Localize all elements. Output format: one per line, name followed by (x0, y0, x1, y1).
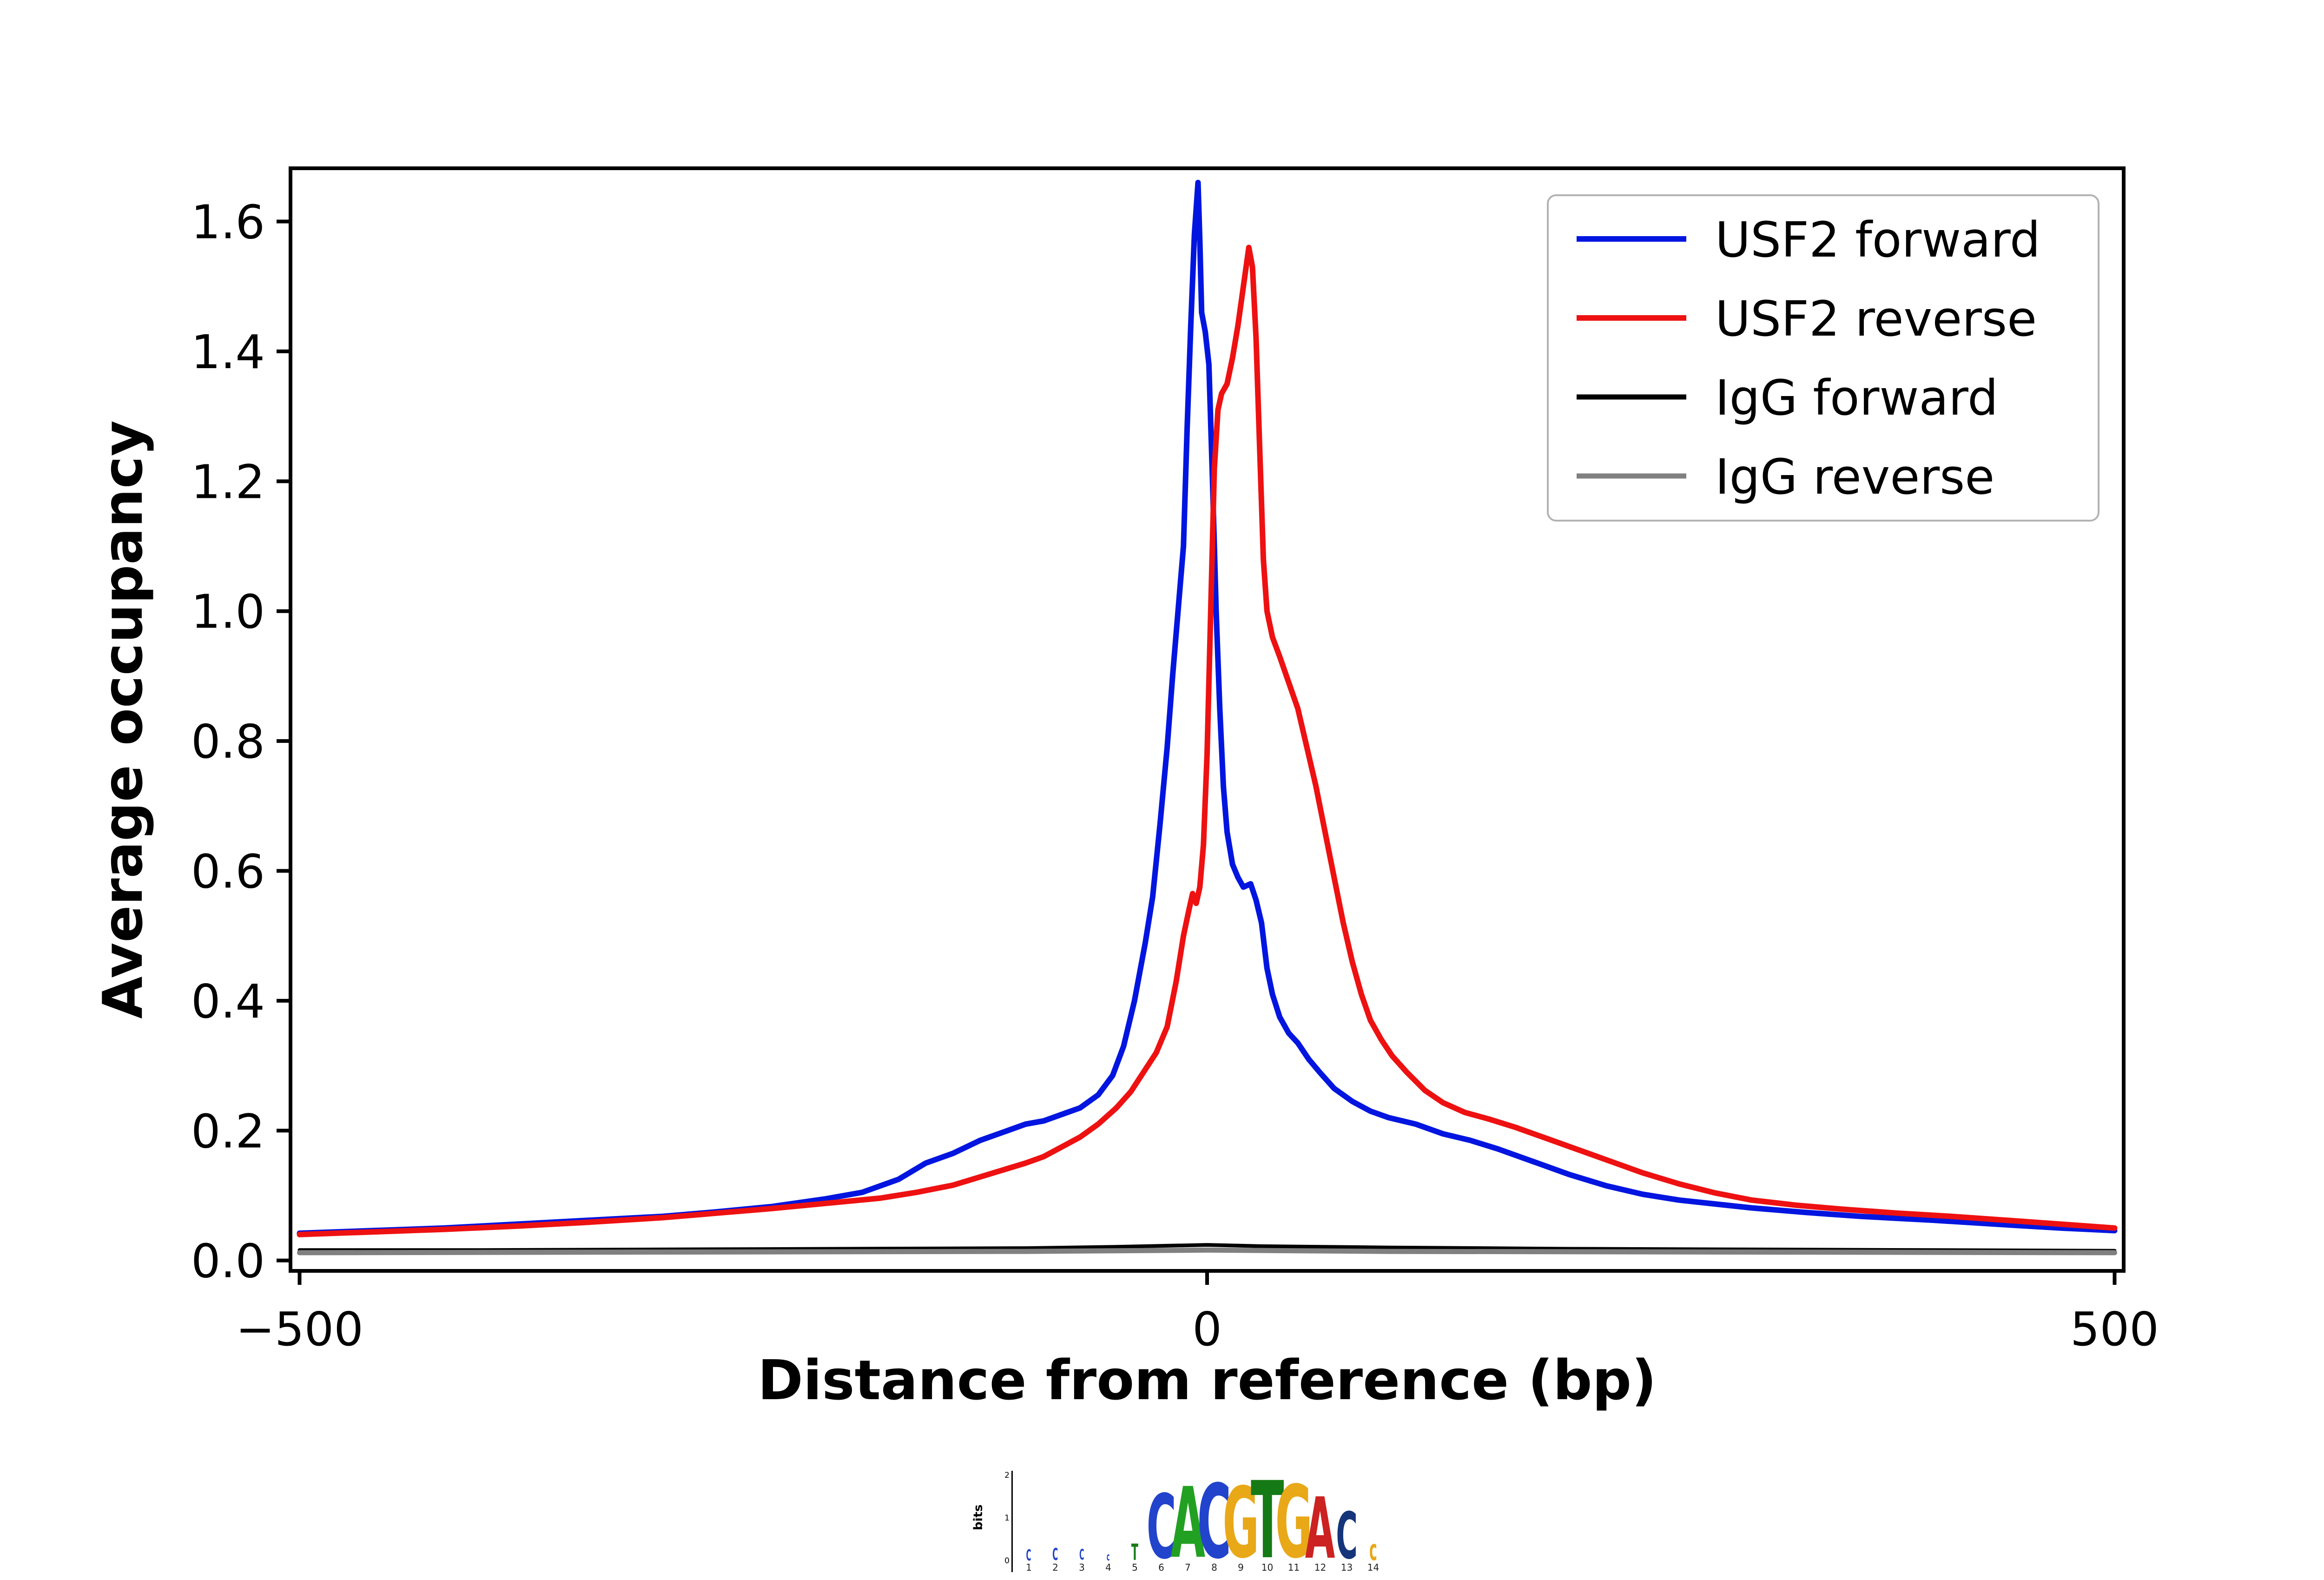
y-tick-label: 0.4 (191, 974, 265, 1029)
logo-letter: T (1131, 1539, 1139, 1566)
x-axis-label: Distance from reference (bp) (758, 1348, 1657, 1412)
logo-position-number: 3 (1079, 1562, 1085, 1573)
legend-label: USF2 reverse (1715, 291, 2037, 347)
logo-letter: A (1305, 1480, 1335, 1578)
legend-label: USF2 forward (1715, 212, 2040, 268)
logo-position: T 10 (1250, 1458, 1284, 1580)
logo-position-number: 14 (1367, 1562, 1380, 1573)
y-tick-label: 1.2 (191, 455, 265, 509)
logo-position-number: 5 (1132, 1562, 1138, 1573)
x-tick-label: 0 (1192, 1302, 1222, 1356)
logo-axis-tick: 2 (1004, 1471, 1010, 1480)
x-tick-label: 500 (2070, 1302, 2159, 1356)
logo-bits-label: bits (971, 1504, 985, 1530)
logo-position-number: 7 (1185, 1562, 1191, 1573)
logo-letter: C (1146, 1475, 1176, 1579)
series-igg-forward (297, 1243, 2117, 1253)
logo-axis-tick: 0 (1004, 1556, 1010, 1566)
series-igg-reverse (297, 1247, 2117, 1256)
legend: USF2 forward USF2 reverse IgG forward IgG r… (1547, 194, 2100, 522)
legend-label: IgG forward (1715, 370, 1998, 426)
logo-letter: c (1107, 1550, 1110, 1563)
logo-letter: G (1275, 1465, 1313, 1580)
logo-letter: C (1052, 1545, 1058, 1564)
y-tick-label: 0.2 (191, 1104, 265, 1158)
logo-letter: G (1222, 1467, 1259, 1580)
legend-box (1547, 194, 2100, 522)
y-tick-label: 0.0 (191, 1234, 265, 1289)
logo-position: C 13 (1334, 1499, 1360, 1574)
y-tick-label: 1.6 (191, 195, 265, 250)
logo-position-number: 1 (1026, 1562, 1032, 1573)
logo-letter: C (1079, 1547, 1084, 1564)
logo-y-axis: bits 2 1 0 (971, 1471, 1013, 1572)
axes-frame (289, 166, 2126, 1273)
logo-letter: T (1250, 1458, 1284, 1580)
logo-position-number: 4 (1105, 1562, 1111, 1573)
logo-axis-tick: 1 (1004, 1514, 1010, 1523)
logo-position-number: 2 (1052, 1562, 1058, 1573)
y-tick-label: 1.4 (191, 325, 265, 379)
y-tick-label: 1.0 (191, 585, 265, 639)
logo-position-number: 6 (1158, 1562, 1164, 1573)
logo-position-number: 8 (1211, 1562, 1217, 1573)
logo-position-number: 9 (1238, 1562, 1244, 1573)
logo-position-number: 11 (1287, 1562, 1300, 1573)
logo-position: A 12 (1305, 1480, 1335, 1578)
logo-letter: C (1197, 1462, 1232, 1580)
legend-label: IgG reverse (1715, 449, 1994, 505)
logo-letter: C (1026, 1546, 1032, 1564)
logo-position-number: 10 (1261, 1562, 1274, 1573)
logo-bits-axis: 2 1 0 (997, 1471, 1013, 1572)
logo-position: G 11 (1275, 1473, 1313, 1573)
logo-letter: A (1170, 1467, 1205, 1580)
x-tick-label: −500 (236, 1302, 363, 1356)
logo-position-number: 12 (1314, 1562, 1327, 1573)
logo-letter: C (1336, 1499, 1358, 1574)
logo-position-number: 13 (1340, 1562, 1353, 1573)
logo-letter: c (1369, 1533, 1377, 1567)
logo-letter-stack: C 1 C 2 C 3 c 4 T 5 C 6 A 7 C 8 G 9 T 10 G 11 A 12 C 13 c 14 (1016, 1458, 1386, 1580)
y-tick-label: 0.8 (191, 714, 265, 769)
y-tick-label: 0.6 (191, 844, 265, 899)
y-axis-label: Average occupancy (91, 420, 155, 1018)
logo-position: c 14 (1360, 1533, 1386, 1573)
series-usf2-reverse (297, 245, 2118, 1237)
